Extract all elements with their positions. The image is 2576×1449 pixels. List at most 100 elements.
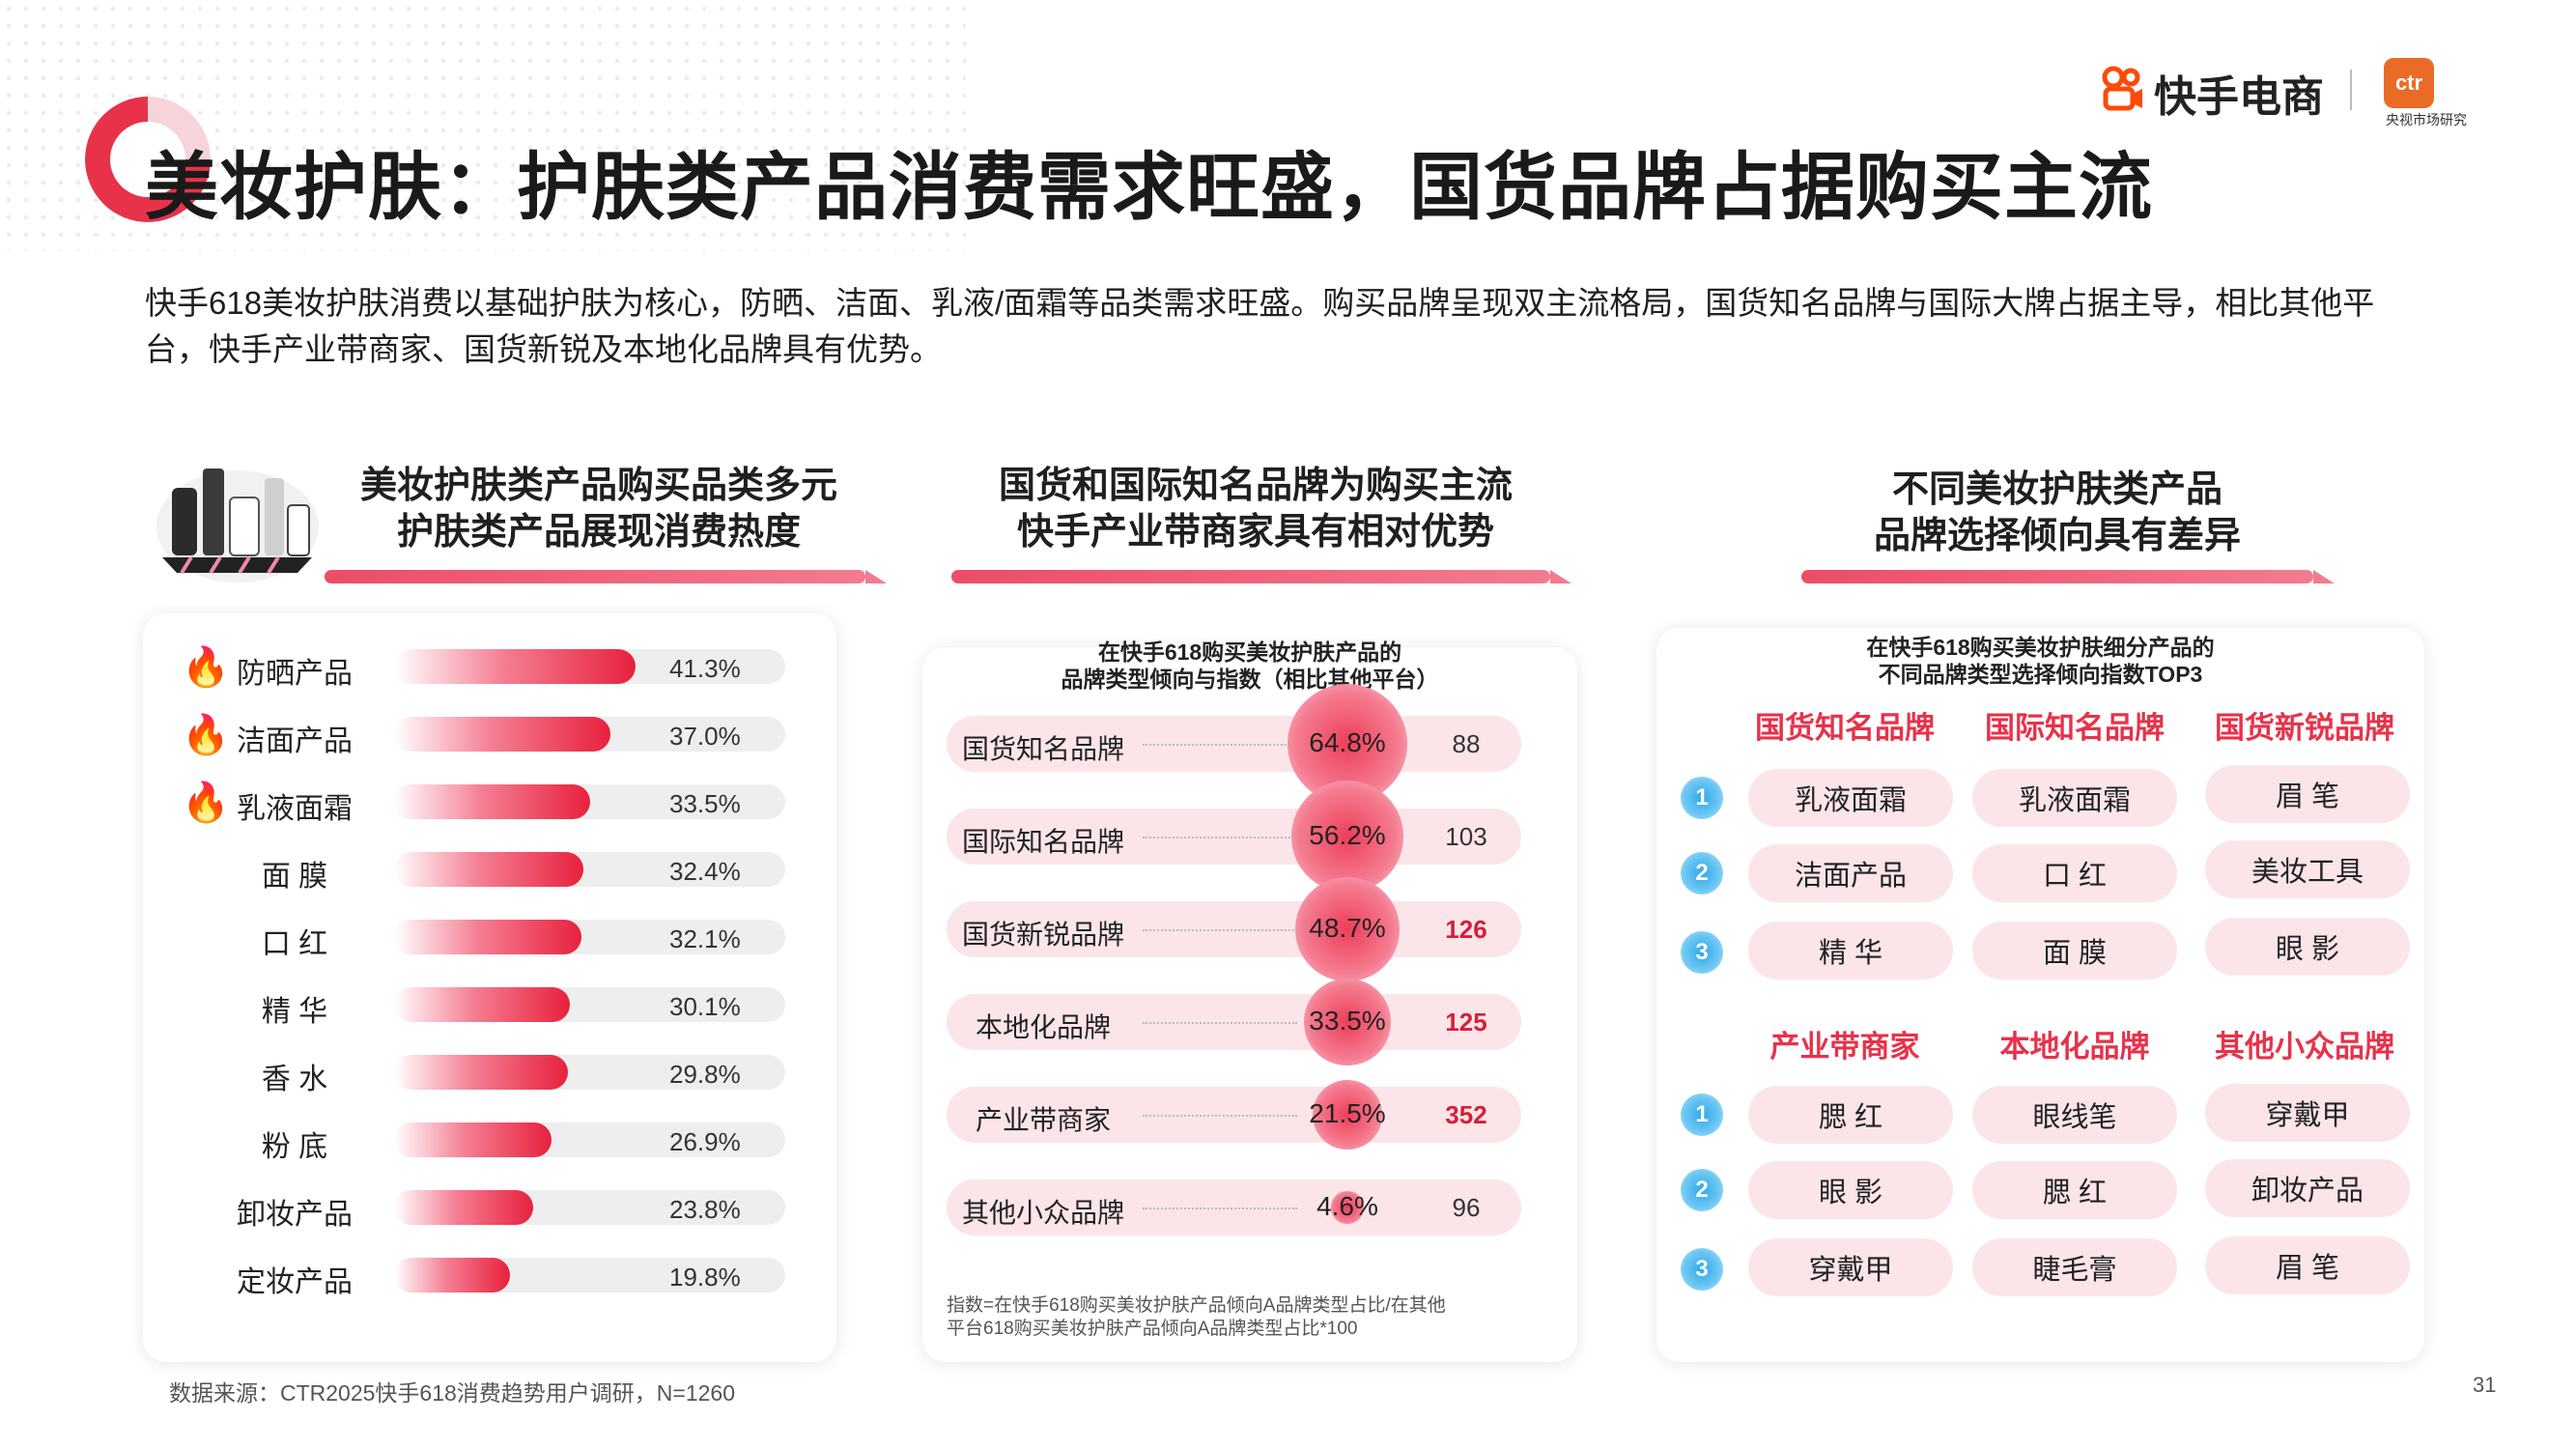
panel2-subtitle-line1: 在快手618购买美妆护肤产品的 <box>1097 639 1402 665</box>
ranked-product-chip: 眼 影 <box>1748 1161 1953 1219</box>
kuaishou-logo-icon <box>2102 66 2142 111</box>
bar-value-label: 30.1% <box>669 992 741 1021</box>
share-value-label: 64.8% <box>1309 727 1386 757</box>
bar <box>394 852 584 887</box>
ranked-product-chip: 穿戴甲 <box>1748 1238 1953 1296</box>
group2-header-industrial-belt: 产业带商家 <box>1769 1030 1920 1064</box>
panel2-note-line2: 平台618购买美妆护肤产品倾向A品牌类型占比*100 <box>947 1319 1358 1339</box>
rank-badge: 3 <box>1681 1248 1723 1291</box>
rank-badge: 1 <box>1681 1094 1723 1136</box>
share-value-label: 33.5% <box>1309 1006 1386 1036</box>
ranked-product-chip: 精 华 <box>1748 922 1953 980</box>
bar <box>394 987 571 1022</box>
index-value-label: 126 <box>1445 915 1487 944</box>
bar <box>394 1055 569 1090</box>
ranked-product-chip: 洁面产品 <box>1748 844 1953 902</box>
share-value-label: 56.2% <box>1309 820 1386 850</box>
category-label: 防晒产品 <box>237 658 353 690</box>
bar-value-label: 23.8% <box>669 1195 741 1224</box>
bar <box>394 649 636 684</box>
ranked-product-chip: 眼 影 <box>2205 918 2410 976</box>
leader-line <box>1143 744 1297 746</box>
panel2-subtitle-line2: 品牌类型倾向与指数（相比其他平台） <box>1061 667 1439 692</box>
ranked-product-chip: 睫毛膏 <box>1972 1238 2177 1296</box>
group1-header-domestic-known: 国货知名品牌 <box>1755 711 1935 745</box>
category-bar-chart: 🔥 防晒产品 41.3% 🔥 洁面产品 37.0% 🔥 乳液面霜 33.5% 面 膜 32.4% 口 … <box>143 613 836 1362</box>
ranked-product-chip: 腮 红 <box>1972 1161 2177 1219</box>
bar <box>394 920 582 954</box>
ranked-product-chip: 穿戴甲 <box>2205 1084 2410 1142</box>
leader-line <box>1143 929 1297 931</box>
share-bubble <box>1295 877 1400 981</box>
brand-type-label: 其他小众品牌 <box>961 1198 1124 1228</box>
bar <box>394 1258 510 1293</box>
ranked-product-chip: 美妆工具 <box>2205 840 2410 898</box>
brand-type-label: 本地化品牌 <box>975 1012 1111 1042</box>
leader-line <box>1143 1208 1297 1209</box>
ranked-product-chip: 眼线笔 <box>1972 1086 2177 1144</box>
category-label: 定妆产品 <box>237 1266 353 1298</box>
share-bubble <box>1291 781 1403 893</box>
brand-type-label: 国际知名品牌 <box>961 827 1124 857</box>
category-label: 面 膜 <box>261 861 328 893</box>
rank-badge: 2 <box>1681 1169 1723 1211</box>
bar-value-label: 33.5% <box>669 789 741 818</box>
page-number: 31 <box>2473 1373 2497 1397</box>
flame-icon: 🔥 <box>182 714 230 756</box>
category-label: 粉 底 <box>261 1131 328 1163</box>
share-bubble <box>1331 1191 1364 1224</box>
page-title: 美妆护肤：护肤类产品消费需求旺盛，国货品牌占据购买主流 <box>145 147 2153 229</box>
title-ring-decoration <box>85 97 211 222</box>
rank-badge: 2 <box>1681 852 1723 895</box>
index-value-label: 103 <box>1445 822 1487 851</box>
bar <box>394 1122 552 1157</box>
bar-value-label: 32.1% <box>669 924 741 953</box>
ranked-product-chip: 口 红 <box>1972 844 2177 902</box>
bar <box>394 717 610 752</box>
group2-header-niche-brand: 其他小众品牌 <box>2215 1030 2394 1064</box>
bar-value-label: 37.0% <box>669 722 741 751</box>
share-value-label: 21.5% <box>1309 1098 1386 1128</box>
panel2-heading-line2: 快手产业带商家具有相对优势 <box>1016 512 1494 553</box>
rank-badge: 1 <box>1681 777 1723 819</box>
ranked-product-chip: 面 膜 <box>1972 922 2177 980</box>
flame-icon: 🔥 <box>182 646 230 689</box>
category-label: 口 红 <box>261 928 328 960</box>
group2-header-local-brand: 本地化品牌 <box>1999 1030 2150 1064</box>
brand-type-label: 国货知名品牌 <box>961 734 1124 764</box>
bar-value-label: 19.8% <box>669 1263 741 1292</box>
ranked-product-chip: 腮 红 <box>1748 1086 1953 1144</box>
index-value-label: 125 <box>1445 1008 1487 1037</box>
index-value-label: 96 <box>1452 1193 1481 1222</box>
panel3-heading-line2: 品牌选择倾向具有差异 <box>1873 516 2241 556</box>
category-label: 香 水 <box>261 1064 328 1095</box>
bar-value-label: 32.4% <box>669 857 741 886</box>
ranked-product-chip: 乳液面霜 <box>1748 769 1953 827</box>
group1-header-international-known: 国际知名品牌 <box>1985 711 2165 745</box>
panel3-heading-line1: 不同美妆护肤类产品 <box>1891 469 2222 510</box>
ranked-product-chip: 卸妆产品 <box>2205 1159 2410 1217</box>
ctr-logo: ctr <box>2384 58 2434 108</box>
index-value-label: 352 <box>1445 1100 1487 1129</box>
ctr-chinese-name: 央视市场研究 <box>2386 112 2467 128</box>
category-label: 洁面产品 <box>237 725 353 757</box>
panel2-heading-bar <box>951 570 1571 583</box>
bar-value-label: 29.8% <box>669 1060 741 1089</box>
panel2-note-line1: 指数=在快手618购买美妆护肤产品倾向A品牌类型占比/在其他 <box>947 1295 1446 1316</box>
panel3-subtitle-line1: 在快手618购买美妆护肤细分产品的 <box>1866 635 2215 660</box>
panel2-heading-line1: 国货和国际知名品牌为购买主流 <box>998 466 1513 506</box>
share-value-label: 48.7% <box>1309 913 1386 943</box>
panel3-heading-bar <box>1801 570 2335 583</box>
category-label: 卸妆产品 <box>237 1199 353 1231</box>
ranked-product-chip: 眉 笔 <box>2205 765 2410 823</box>
data-source-note: 数据来源：CTR2025快手618消费趋势用户调研，N=1260 <box>169 1380 736 1406</box>
bar-value-label: 41.3% <box>669 654 741 683</box>
ranked-product-chip: 眉 笔 <box>2205 1236 2410 1294</box>
bar <box>394 784 590 819</box>
share-bubble <box>1313 1080 1382 1150</box>
share-value-label: 4.6% <box>1316 1191 1378 1221</box>
index-value-label: 88 <box>1452 729 1481 758</box>
brand-name: 快手电商 <box>2154 73 2324 121</box>
ranked-product-chip: 乳液面霜 <box>1972 769 2177 827</box>
leader-line <box>1143 1022 1297 1024</box>
